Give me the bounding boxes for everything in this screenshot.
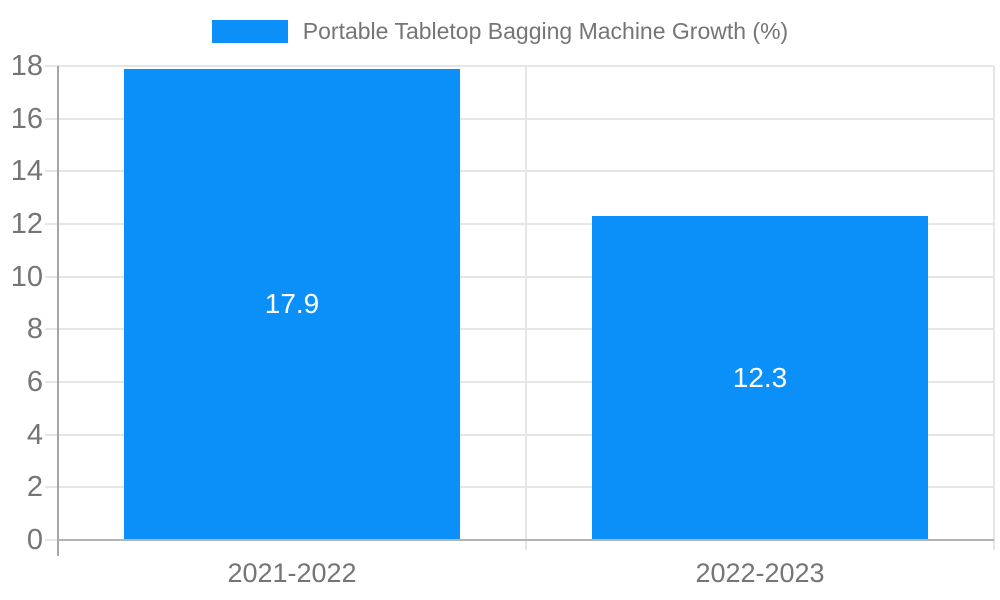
- legend-swatch: [211, 20, 288, 43]
- y-tick-label-2: 2: [26, 471, 43, 504]
- x-tick-label-2022-2023: 2022-2023: [695, 558, 825, 588]
- bar-2022-2023[interactable]: [591, 216, 929, 540]
- y-tick-label-14: 14: [10, 155, 43, 188]
- y-tick-label-18: 18: [10, 50, 43, 82]
- bar-value-label-2022-2023: 12.3: [732, 362, 788, 394]
- v-gridline-1: [525, 66, 527, 550]
- x-tick-label-2021-2022: 2021-2022: [227, 558, 357, 588]
- legend: Portable Tabletop Bagging Machine Growth…: [0, 18, 1000, 44]
- v-gridline-2: [993, 66, 995, 550]
- y-tick-label-12: 12: [10, 208, 43, 240]
- y-tick-label-10: 10: [10, 260, 43, 293]
- gridline-y-10: [45, 275, 994, 278]
- gridline-y-14: [45, 170, 994, 173]
- bar-2021-2022[interactable]: [123, 68, 461, 540]
- y-tick-label-8: 8: [26, 313, 43, 346]
- gridline-y-2: [45, 486, 994, 489]
- gridline-y-6: [45, 381, 994, 383]
- gridline-y-18: [45, 65, 994, 67]
- bar-value-label-2021-2022: 17.9: [264, 288, 320, 320]
- gridline-y-8: [45, 328, 994, 331]
- y-tick-label-4: 4: [26, 418, 43, 451]
- y-tick-label-0: 0: [26, 524, 43, 556]
- gridline-y-4: [45, 433, 994, 436]
- gridline-y-12: [45, 223, 994, 225]
- legend-label: Portable Tabletop Bagging Machine Growth…: [302, 18, 789, 44]
- gridline-y-16: [45, 117, 994, 120]
- y-tick-label-16: 16: [10, 102, 43, 135]
- y-tick-label-6: 6: [26, 366, 43, 398]
- x-axis-line: [58, 539, 994, 541]
- y-axis-line: [57, 66, 59, 556]
